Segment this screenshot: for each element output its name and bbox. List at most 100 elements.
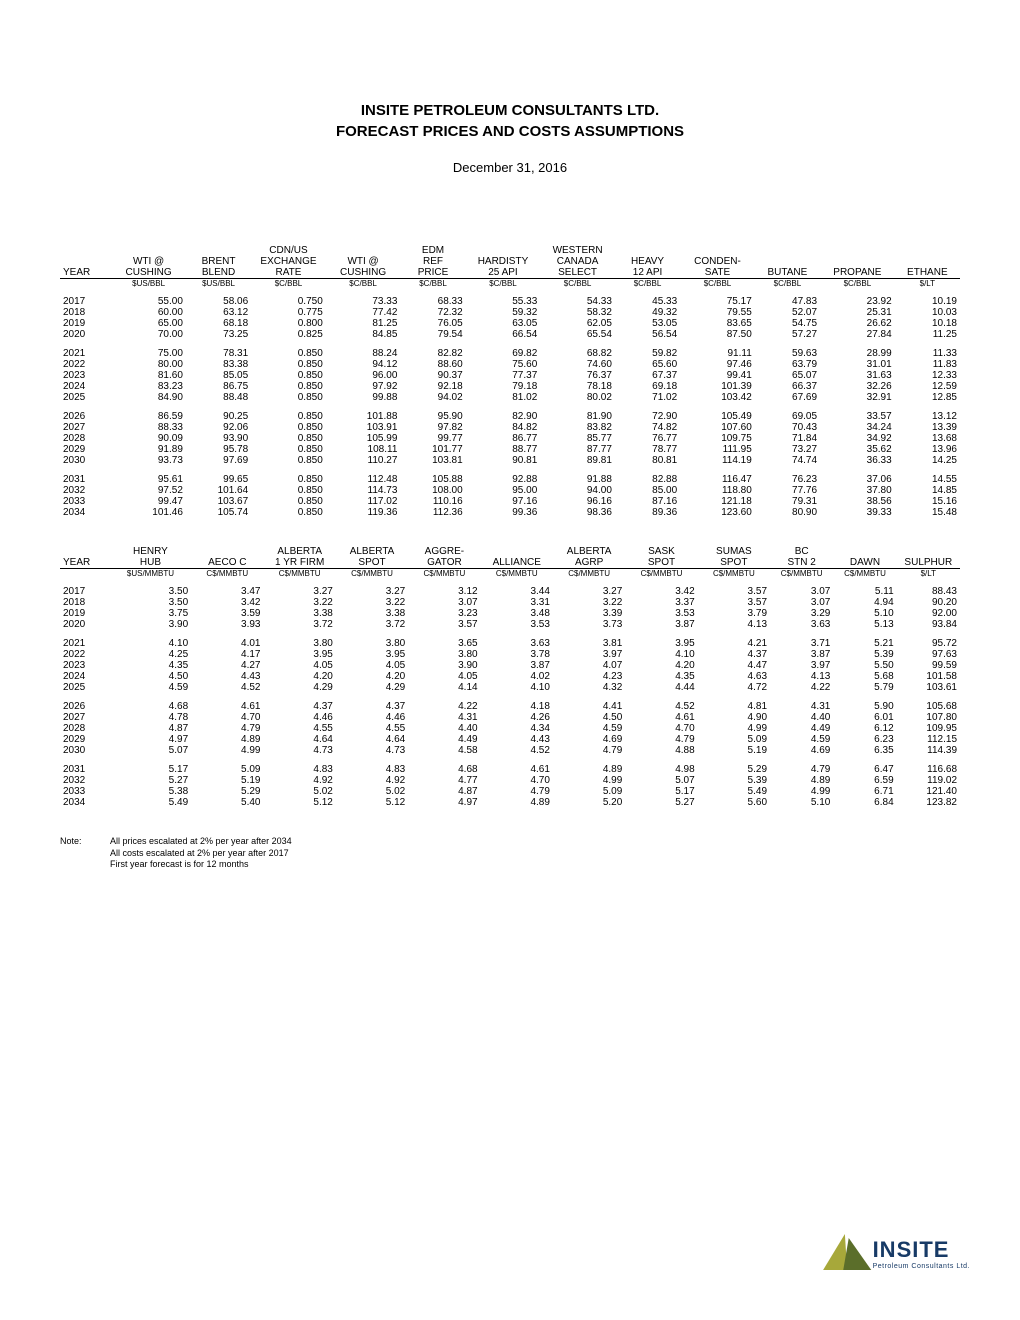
value-cell: 111.95: [680, 444, 755, 455]
value-cell: 4.94: [833, 597, 896, 608]
value-cell: 3.47: [191, 578, 263, 597]
value-cell: 4.29: [336, 682, 408, 693]
value-cell: 36.33: [820, 455, 895, 466]
value-cell: 10.19: [895, 288, 960, 307]
value-cell: 5.39: [833, 649, 896, 660]
value-cell: 97.52: [111, 485, 186, 496]
value-cell: 4.68: [110, 693, 191, 712]
year-cell: 2032: [60, 775, 110, 786]
year-cell: 2018: [60, 597, 110, 608]
value-cell: 101.77: [400, 444, 465, 455]
value-cell: 78.18: [540, 381, 615, 392]
column-header: 25 API: [466, 267, 541, 279]
value-cell: 3.73: [553, 619, 625, 630]
value-cell: 31.01: [820, 359, 895, 370]
year-cell: 2019: [60, 318, 111, 329]
year-cell: 2026: [60, 693, 110, 712]
value-cell: 4.31: [408, 712, 480, 723]
value-cell: 99.59: [897, 660, 960, 671]
year-cell: 2027: [60, 712, 110, 723]
value-cell: 5.50: [833, 660, 896, 671]
value-cell: 79.31: [755, 496, 820, 507]
year-cell: 2029: [60, 734, 110, 745]
value-cell: 101.39: [680, 381, 755, 392]
value-cell: 4.52: [481, 745, 553, 756]
value-cell: 81.02: [466, 392, 541, 403]
value-cell: 68.33: [400, 288, 465, 307]
value-cell: 4.89: [481, 797, 553, 808]
table-row: 203093.7397.690.850110.27103.8190.8189.8…: [60, 455, 960, 466]
value-cell: 54.33: [540, 288, 615, 307]
column-header: AGRP: [553, 557, 625, 569]
value-cell: 52.07: [755, 307, 820, 318]
column-header: [186, 245, 251, 256]
column-header: BLEND: [186, 267, 251, 279]
value-cell: 4.59: [553, 723, 625, 734]
column-header: CDN/US: [251, 245, 326, 256]
column-header: STN 2: [770, 557, 833, 569]
value-cell: 4.20: [625, 660, 697, 671]
value-cell: 3.38: [336, 608, 408, 619]
column-unit: C$/MMBTU: [481, 569, 553, 579]
value-cell: 73.27: [755, 444, 820, 455]
column-unit: $C/BBL: [400, 279, 465, 289]
value-cell: 5.07: [110, 745, 191, 756]
value-cell: 4.13: [770, 671, 833, 682]
value-cell: 4.23: [553, 671, 625, 682]
year-cell: 2025: [60, 682, 110, 693]
value-cell: 105.74: [186, 507, 251, 518]
value-cell: 101.46: [111, 507, 186, 518]
column-header: CONDEN-: [680, 256, 755, 267]
value-cell: 89.81: [540, 455, 615, 466]
value-cell: 3.31: [481, 597, 553, 608]
column-header: [680, 245, 755, 256]
value-cell: 94.02: [400, 392, 465, 403]
column-unit: $C/BBL: [251, 279, 326, 289]
value-cell: 4.99: [698, 723, 770, 734]
value-cell: 3.22: [553, 597, 625, 608]
value-cell: 81.60: [111, 370, 186, 381]
value-cell: 103.67: [186, 496, 251, 507]
value-cell: 60.00: [111, 307, 186, 318]
value-cell: 4.89: [770, 775, 833, 786]
value-cell: 99.41: [680, 370, 755, 381]
value-cell: 95.72: [897, 630, 960, 649]
column-unit: C$/MMBTU: [770, 569, 833, 579]
value-cell: 32.26: [820, 381, 895, 392]
value-cell: 4.63: [698, 671, 770, 682]
value-cell: 4.59: [770, 734, 833, 745]
value-cell: 5.90: [833, 693, 896, 712]
value-cell: 99.77: [400, 433, 465, 444]
value-cell: 34.24: [820, 422, 895, 433]
value-cell: 37.80: [820, 485, 895, 496]
value-cell: 26.62: [820, 318, 895, 329]
value-cell: 27.84: [820, 329, 895, 340]
value-cell: 108.11: [326, 444, 401, 455]
value-cell: 5.12: [336, 797, 408, 808]
value-cell: 0.850: [251, 496, 326, 507]
value-cell: 95.90: [400, 403, 465, 422]
table-row: 20193.753.593.383.383.233.483.393.533.79…: [60, 608, 960, 619]
value-cell: 3.63: [481, 630, 553, 649]
value-cell: 5.20: [553, 797, 625, 808]
value-cell: 4.20: [336, 671, 408, 682]
year-cell: 2023: [60, 660, 110, 671]
value-cell: 4.50: [553, 712, 625, 723]
value-cell: 112.15: [897, 734, 960, 745]
value-cell: 4.49: [770, 723, 833, 734]
value-cell: 119.36: [326, 507, 401, 518]
value-cell: 5.49: [698, 786, 770, 797]
column-header: HARDISTY: [466, 256, 541, 267]
table-row: 20214.104.013.803.803.653.633.813.954.21…: [60, 630, 960, 649]
table-row: 203399.47103.670.850117.02110.1697.1696.…: [60, 496, 960, 507]
value-cell: 73.25: [186, 329, 251, 340]
table-row: 20305.074.994.734.734.584.524.794.885.19…: [60, 745, 960, 756]
table-row: 202686.5990.250.850101.8895.9082.9081.90…: [60, 403, 960, 422]
value-cell: 4.89: [553, 756, 625, 775]
value-cell: 12.85: [895, 392, 960, 403]
value-cell: 0.850: [251, 381, 326, 392]
value-cell: 3.07: [408, 597, 480, 608]
value-cell: 4.26: [481, 712, 553, 723]
year-cell: 2021: [60, 630, 110, 649]
table-row: 202991.8995.780.850108.11101.7788.7787.7…: [60, 444, 960, 455]
